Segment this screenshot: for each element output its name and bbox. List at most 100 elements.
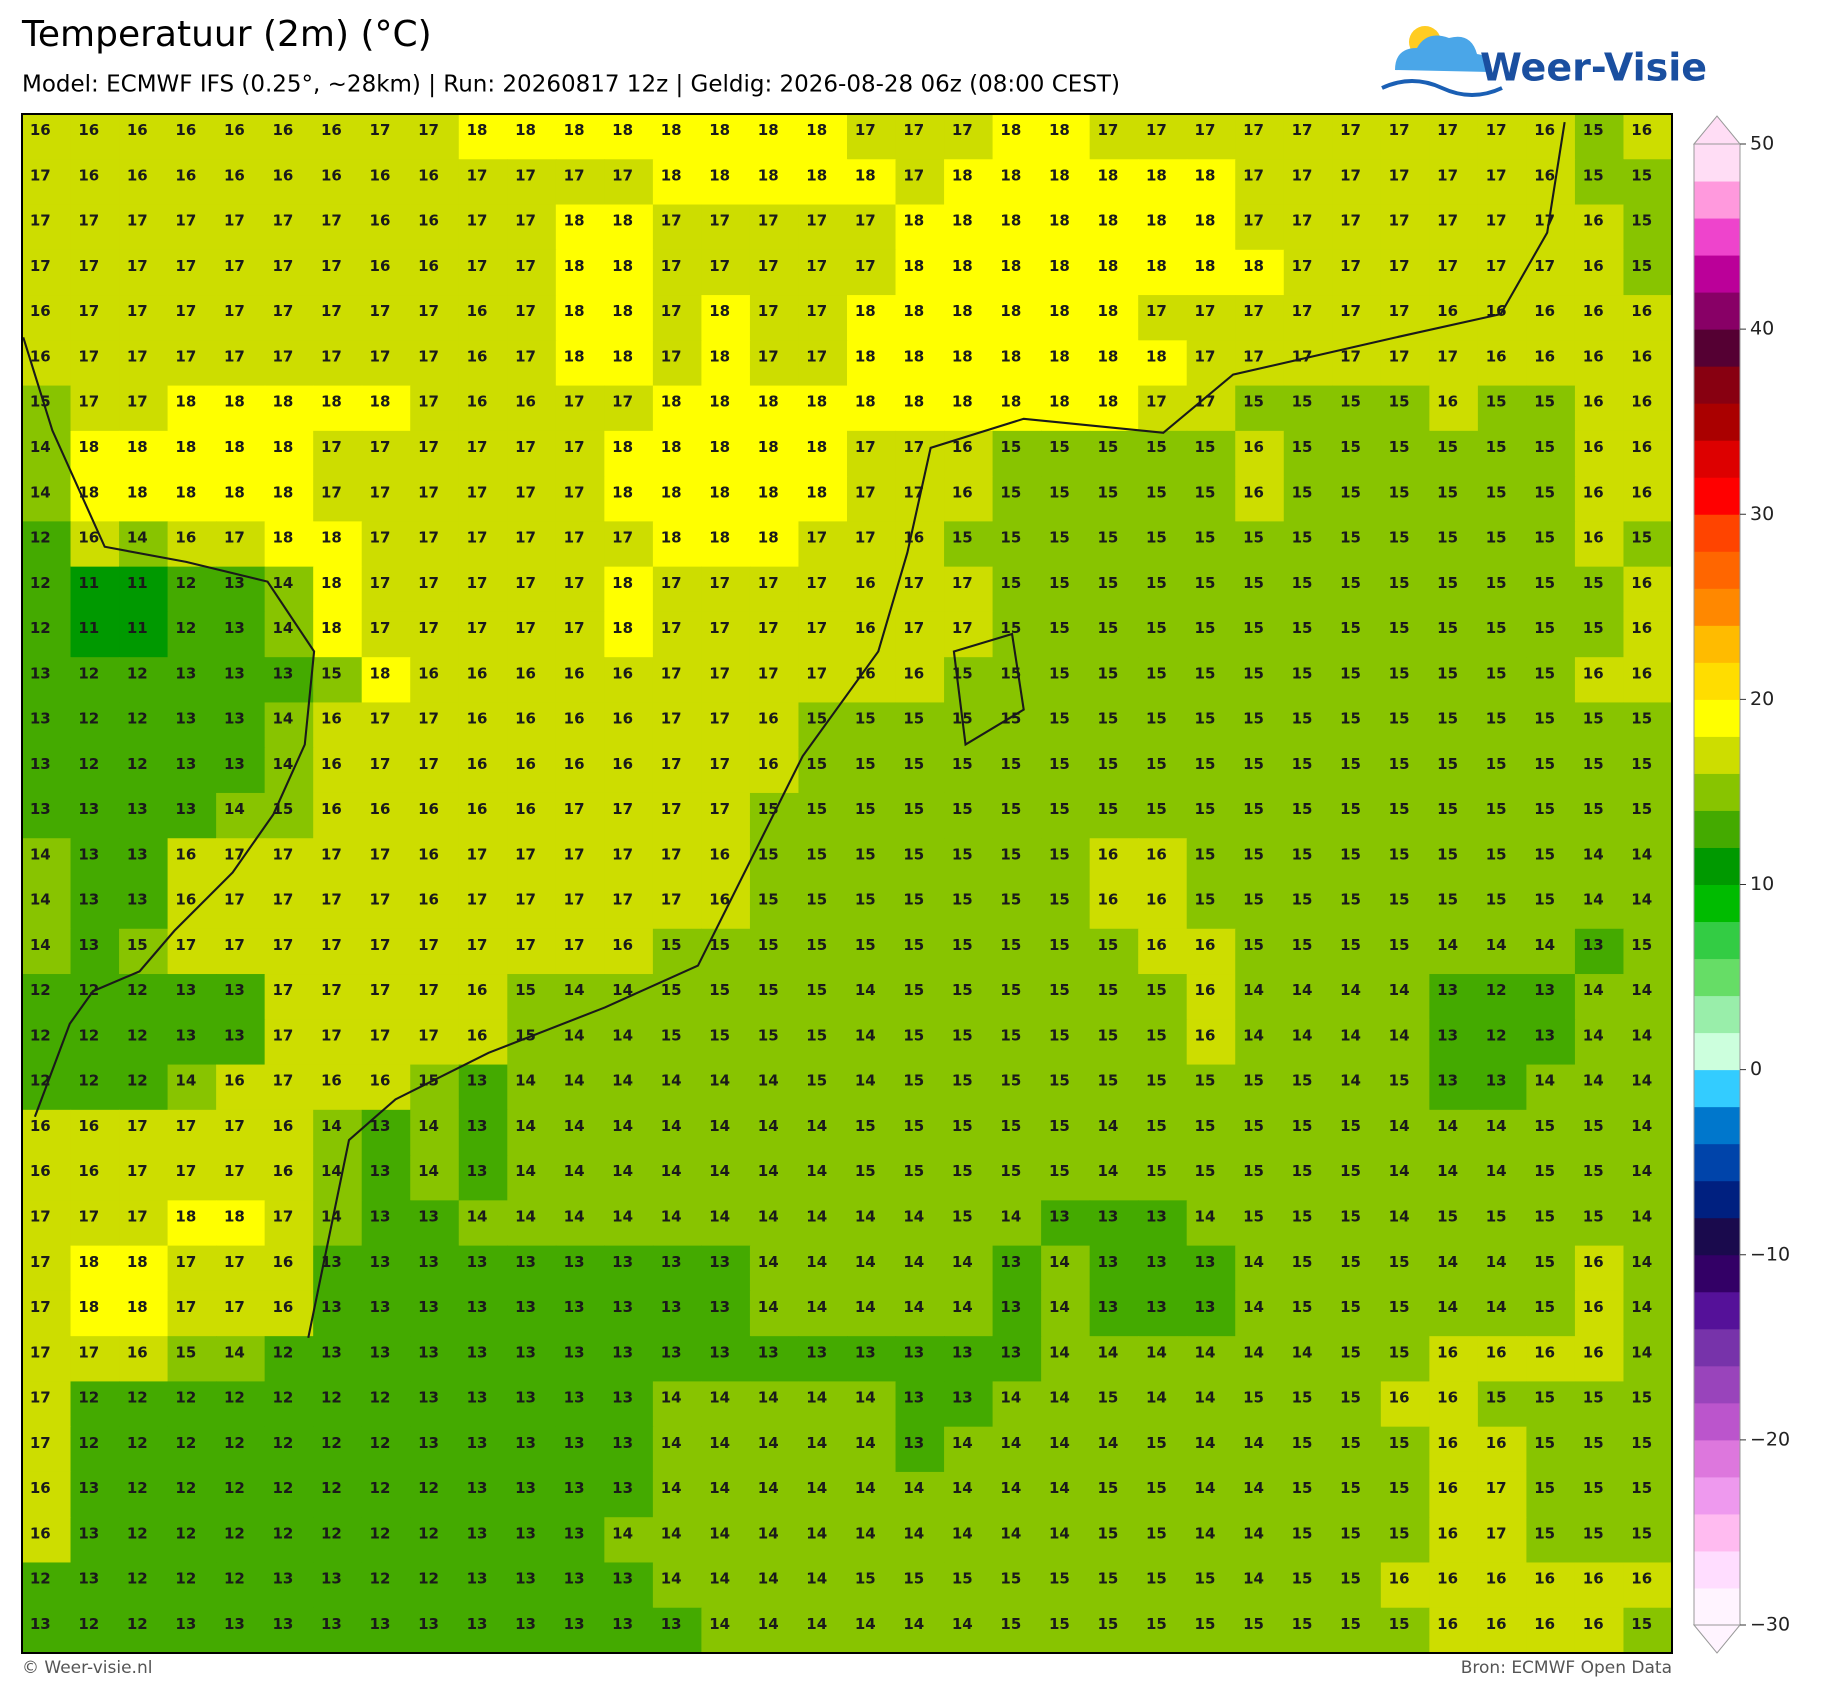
- cell: [22, 159, 72, 206]
- cell: [652, 521, 703, 568]
- cell-value: 17: [515, 438, 536, 456]
- cell-value: 15: [1583, 755, 1604, 773]
- cell-value: 18: [903, 302, 924, 320]
- cell-value: 16: [1631, 619, 1652, 637]
- cell-value: 15: [1000, 574, 1021, 592]
- cell-value: 15: [1340, 1524, 1361, 1542]
- cell-value: 16: [1583, 212, 1604, 230]
- cell-value: 15: [1534, 1298, 1555, 1316]
- cell-value: 18: [1097, 212, 1118, 230]
- cell-value: 17: [224, 1162, 245, 1180]
- cell-value: 15: [1049, 845, 1070, 863]
- cell: [507, 159, 557, 206]
- cell-value: 14: [1389, 1026, 1410, 1044]
- cell-value: 17: [272, 845, 293, 863]
- cell-value: 18: [661, 121, 682, 139]
- cell-value: 12: [370, 1434, 391, 1452]
- cell-value: 14: [1049, 1434, 1070, 1452]
- cell-value: 13: [758, 1343, 779, 1361]
- cell-value: 13: [564, 1615, 585, 1633]
- cell-value: 17: [1340, 121, 1361, 139]
- cell-value: 18: [224, 1207, 245, 1225]
- cell-value: 16: [1146, 936, 1167, 954]
- cell-value: 15: [806, 1026, 827, 1044]
- cell-value: 16: [418, 664, 439, 682]
- cell-value: 13: [612, 1479, 633, 1497]
- cell-value: 15: [1583, 619, 1604, 637]
- cell: [1332, 204, 1382, 251]
- cell-value: 18: [1000, 302, 1021, 320]
- cell-value: 12: [272, 1343, 293, 1361]
- cell-value: 15: [1340, 393, 1361, 411]
- cell-value: 18: [758, 121, 779, 139]
- cell-value: 18: [1097, 257, 1118, 275]
- cell-value: 16: [1486, 1434, 1507, 1452]
- cell-value: 14: [1243, 1434, 1264, 1452]
- cell-value: 17: [175, 936, 196, 954]
- cell-value: 14: [1534, 1072, 1555, 1090]
- cell-value: 12: [272, 1524, 293, 1542]
- cell-value: 16: [1631, 438, 1652, 456]
- cell-value: 16: [903, 664, 924, 682]
- cell-value: 18: [709, 121, 730, 139]
- cell-value: 17: [1243, 121, 1264, 139]
- cell-value: 16: [175, 529, 196, 547]
- cell-value: 15: [1049, 891, 1070, 909]
- cell-value: 12: [127, 755, 148, 773]
- cell: [313, 521, 363, 568]
- cell-value: 15: [1437, 664, 1458, 682]
- cell-value: 14: [1292, 1026, 1313, 1044]
- cell: [1041, 476, 1091, 522]
- cell: [458, 249, 508, 296]
- cell-value: 17: [1340, 212, 1361, 230]
- cell-value: 16: [370, 212, 391, 230]
- cell: [361, 340, 411, 387]
- cell-value: 18: [952, 166, 973, 184]
- cell-value: 17: [1243, 347, 1264, 365]
- cell: [798, 249, 848, 296]
- cell-value: 13: [1097, 1298, 1118, 1316]
- cell-value: 12: [127, 1570, 148, 1588]
- cell-value: 14: [1631, 1207, 1652, 1225]
- colorbar-band: [1694, 1217, 1740, 1256]
- cell: [167, 249, 217, 296]
- cell: [1380, 295, 1430, 341]
- cell-value: 14: [758, 1615, 779, 1633]
- cell-value: 13: [564, 1389, 585, 1407]
- cell-value: 12: [272, 1434, 293, 1452]
- cell-value: 13: [903, 1389, 924, 1407]
- cell-value: 14: [1631, 1298, 1652, 1316]
- cell-value: 13: [175, 981, 196, 999]
- cell-value: 17: [224, 936, 245, 954]
- cell: [895, 204, 945, 251]
- cell-value: 18: [758, 438, 779, 456]
- cell: [1429, 159, 1479, 206]
- cell: [1623, 114, 1673, 160]
- colorbar-band: [1694, 884, 1740, 923]
- cell-value: 17: [1097, 121, 1118, 139]
- cell: [1235, 430, 1285, 477]
- cell-value: 15: [1631, 1389, 1652, 1407]
- cell-value: 17: [612, 845, 633, 863]
- cell-value: 15: [1437, 800, 1458, 818]
- cell-value: 12: [127, 1615, 148, 1633]
- cell-value: 16: [418, 845, 439, 863]
- cell: [507, 114, 557, 160]
- cell-value: 14: [1631, 1072, 1652, 1090]
- cell-value: 16: [1583, 257, 1604, 275]
- cell-value: 15: [855, 755, 876, 773]
- cell: [1380, 430, 1430, 477]
- cell-value: 14: [758, 1570, 779, 1588]
- cell-value: 15: [1340, 1570, 1361, 1588]
- cell-value: 15: [952, 1026, 973, 1044]
- cell-value: 15: [1146, 755, 1167, 773]
- cell-value: 18: [952, 212, 973, 230]
- cell-value: 17: [515, 347, 536, 365]
- cell-value: 16: [1631, 664, 1652, 682]
- cell: [1623, 249, 1673, 296]
- cell-value: 12: [78, 1389, 99, 1407]
- cell: [652, 114, 703, 160]
- cell-value: 18: [564, 121, 585, 139]
- cell-value: 13: [272, 664, 293, 682]
- cell-value: 13: [78, 1524, 99, 1542]
